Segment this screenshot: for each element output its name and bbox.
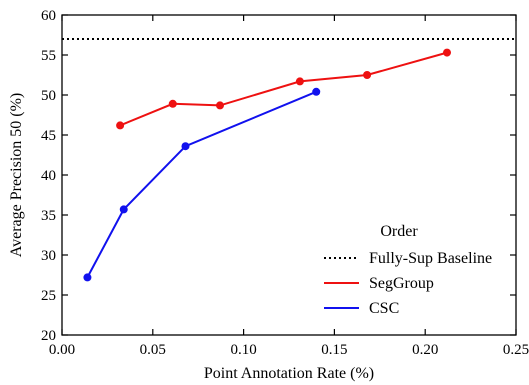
legend-label-2: CSC [369,300,399,317]
y-tick-label: 55 [41,48,56,64]
axes: 0.00 0.05 0.10 0.15 0.20 0.25 20 25 30 35 40 45 50 55… [41,8,529,358]
y-axis-title: Average Precision 50 (%) [8,93,25,258]
x-tick-label: 0.15 [321,342,347,358]
data-point-csc-1 [119,205,128,214]
y-tick-label: 60 [41,8,56,24]
series-line-seggroup [119,51,448,127]
legend: Order Fully-Sup Baseline SegGroup CSC [324,223,492,317]
y-tick-label: 25 [41,288,56,304]
plot-area [62,38,516,282]
y-tick-label: 50 [41,88,56,104]
data-point-csc-3 [312,87,321,96]
series-line-csc [86,90,317,278]
y-tick-label: 20 [41,328,56,344]
y-tick-label: 40 [41,168,56,184]
data-point-seggroup-5 [442,48,451,57]
x-tick-label: 0.10 [230,342,256,358]
data-point-csc-0 [83,273,92,282]
y-tick-label: 30 [41,248,56,264]
x-tick-label: 0.05 [140,342,166,358]
y-tick-label: 45 [41,128,56,144]
x-tick-label: 0.00 [49,342,75,358]
data-point-seggroup-1 [168,99,177,108]
axes-frame [61,14,517,336]
legend-label-0: Fully-Sup Baseline [369,250,492,267]
data-point-seggroup-2 [215,101,224,110]
legend-title: Order [380,223,418,240]
data-point-csc-2 [181,142,190,151]
data-point-seggroup-3 [295,77,304,86]
data-point-seggroup-0 [116,121,125,130]
y-tick-label: 35 [41,208,56,224]
data-point-seggroup-4 [363,71,372,79]
x-tick-label: 0.20 [412,342,438,358]
x-axis-title: Point Annotation Rate (%) [204,365,374,382]
x-tick-label: 0.25 [503,342,529,358]
legend-label-1: SegGroup [369,275,434,292]
